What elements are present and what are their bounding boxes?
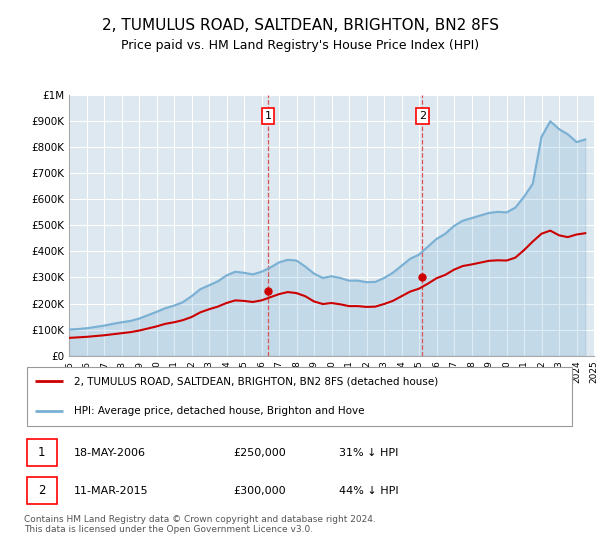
FancyBboxPatch shape — [27, 478, 57, 504]
Text: 2, TUMULUS ROAD, SALTDEAN, BRIGHTON, BN2 8FS (detached house): 2, TUMULUS ROAD, SALTDEAN, BRIGHTON, BN2… — [74, 376, 438, 386]
Text: Contains HM Land Registry data © Crown copyright and database right 2024.
This d: Contains HM Land Registry data © Crown c… — [24, 515, 376, 534]
Text: £250,000: £250,000 — [234, 447, 287, 458]
Text: 1: 1 — [265, 111, 272, 121]
Text: 2: 2 — [38, 484, 46, 497]
FancyBboxPatch shape — [27, 367, 572, 426]
Text: 44% ↓ HPI: 44% ↓ HPI — [338, 486, 398, 496]
Text: HPI: Average price, detached house, Brighton and Hove: HPI: Average price, detached house, Brig… — [74, 406, 364, 416]
Text: 2, TUMULUS ROAD, SALTDEAN, BRIGHTON, BN2 8FS: 2, TUMULUS ROAD, SALTDEAN, BRIGHTON, BN2… — [101, 18, 499, 32]
FancyBboxPatch shape — [27, 440, 57, 466]
Text: 18-MAY-2006: 18-MAY-2006 — [74, 447, 146, 458]
Text: 11-MAR-2015: 11-MAR-2015 — [74, 486, 148, 496]
Text: 2: 2 — [419, 111, 426, 121]
Text: £300,000: £300,000 — [234, 486, 286, 496]
Text: 1: 1 — [38, 446, 46, 459]
Text: Price paid vs. HM Land Registry's House Price Index (HPI): Price paid vs. HM Land Registry's House … — [121, 39, 479, 53]
Text: 31% ↓ HPI: 31% ↓ HPI — [338, 447, 398, 458]
